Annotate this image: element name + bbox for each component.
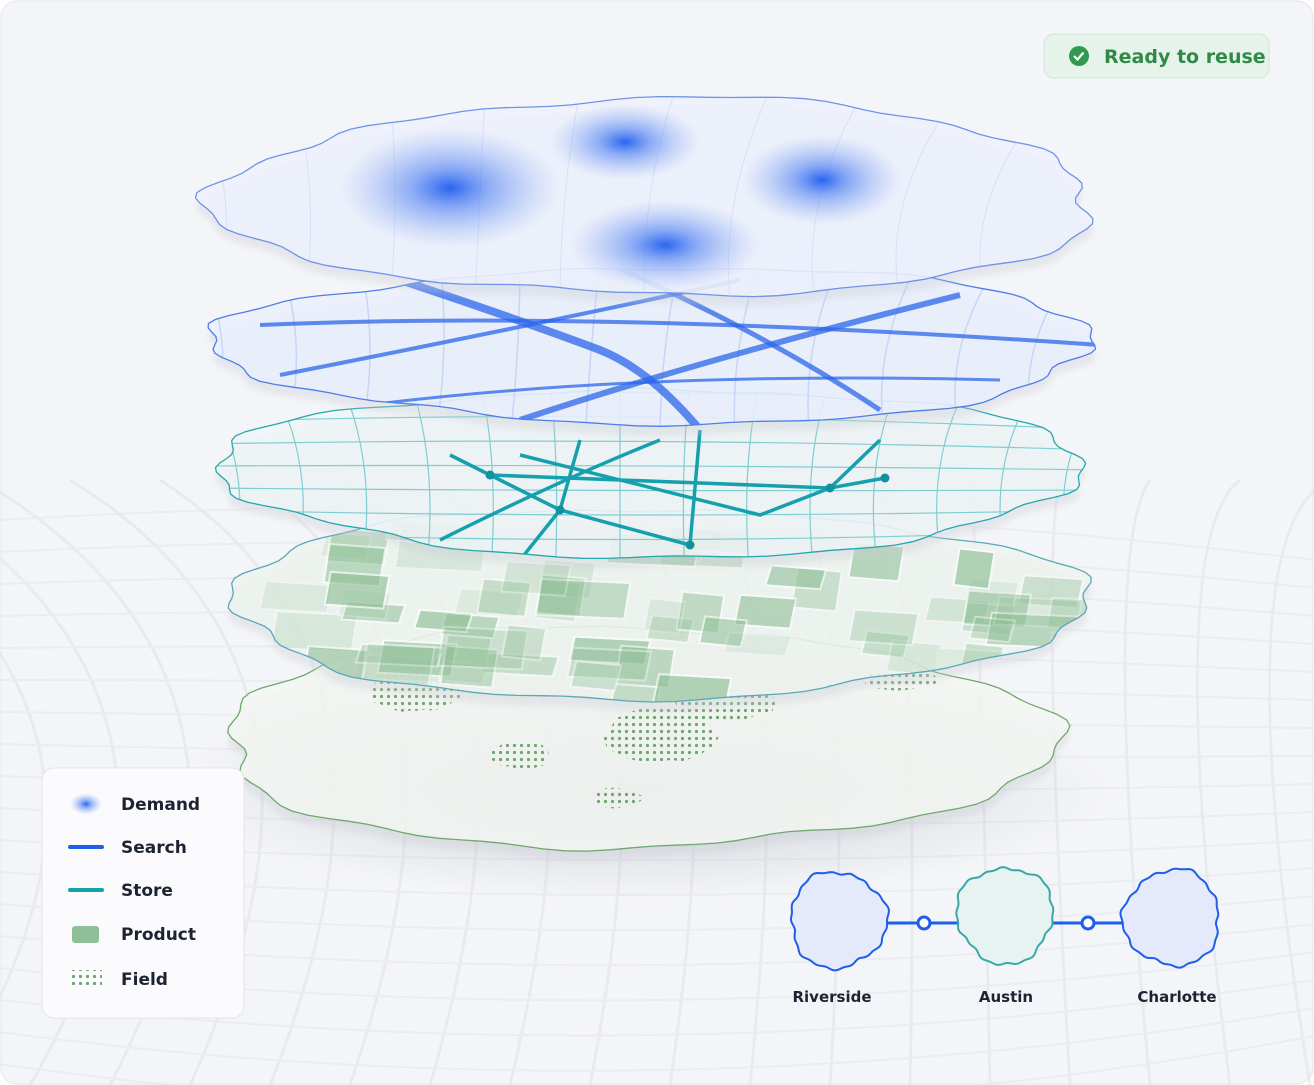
legend-box — [41, 767, 245, 1019]
search-route — [259, 318, 1096, 347]
store-node — [555, 505, 565, 515]
product-block — [354, 642, 445, 668]
demand-hotspot — [742, 135, 902, 225]
product-block — [847, 608, 920, 647]
badge-text: Ready to reuse — [1104, 46, 1266, 68]
city-chain: Riverside Austin Charlotte — [789, 866, 1220, 1006]
field-patch — [593, 787, 643, 809]
layer-content — [199, 96, 1056, 297]
product-block — [258, 580, 335, 614]
legend-swatch-field — [70, 970, 102, 988]
legend-label: Product — [121, 925, 196, 945]
product-block — [323, 570, 391, 610]
street — [1050, 479, 1072, 1085]
legend-label: Search — [121, 838, 187, 858]
store-route — [439, 438, 661, 542]
legend-label: Field — [121, 970, 168, 990]
layer-edge — [194, 95, 1094, 298]
layer-surface — [215, 388, 1086, 559]
badge-box — [1043, 33, 1270, 79]
demand-hotspot — [340, 128, 560, 248]
product-block — [436, 660, 490, 686]
field-patch — [603, 705, 719, 763]
store-node — [685, 540, 695, 550]
city-label: Austin — [979, 988, 1033, 1006]
street — [0, 1007, 1314, 1072]
legend-label: Store — [121, 881, 173, 901]
connector-node — [916, 915, 932, 931]
product-block — [480, 651, 561, 678]
product-block — [721, 631, 793, 658]
product-block — [534, 578, 582, 623]
store-node — [825, 483, 835, 493]
search-route — [398, 276, 704, 427]
store-node — [485, 470, 495, 480]
product-block — [968, 615, 1017, 644]
store-street — [215, 509, 1086, 516]
demand-hotspot — [570, 200, 760, 290]
city-label: Riverside — [792, 988, 871, 1006]
store-node — [880, 473, 890, 483]
street — [0, 979, 1314, 1037]
legend-label: Demand — [121, 795, 200, 815]
layer-search — [207, 267, 1097, 437]
store-route — [519, 453, 831, 517]
search-route — [519, 292, 961, 423]
legend: Demand Search Store Product Field — [41, 767, 245, 1019]
status-badge: Ready to reuse — [1043, 33, 1270, 79]
search-route — [329, 376, 1001, 412]
store-route — [449, 453, 691, 547]
product-block — [859, 629, 911, 659]
product-block — [565, 646, 653, 682]
layer-surface — [208, 268, 1096, 427]
city-label: Charlotte — [1137, 988, 1216, 1006]
product-block — [697, 615, 749, 649]
demand-hotspot — [550, 104, 700, 180]
street — [0, 650, 48, 1000]
product-block — [569, 660, 623, 692]
product-block — [476, 577, 533, 618]
product-block — [453, 587, 525, 619]
store-street — [215, 464, 1086, 471]
field-patch — [487, 740, 550, 770]
badge-icon — [1069, 46, 1089, 66]
product-block — [500, 623, 548, 662]
product-block — [412, 608, 474, 634]
product-block — [436, 625, 529, 671]
product-block — [952, 547, 996, 591]
product-block — [376, 639, 459, 678]
legend-swatch-product — [72, 926, 99, 943]
product-block — [764, 564, 828, 591]
product-block — [534, 577, 632, 620]
product-block — [642, 596, 687, 635]
city-shape — [789, 871, 890, 972]
layer-demand — [194, 95, 1094, 307]
street — [0, 1035, 1314, 1085]
store-route — [828, 438, 882, 490]
street — [1268, 488, 1314, 1085]
legend-swatch-demand — [70, 793, 102, 815]
product-block — [733, 593, 798, 630]
product-block — [645, 614, 695, 644]
city-shape — [1119, 867, 1220, 969]
check — [1073, 51, 1085, 62]
product-block — [534, 573, 588, 618]
store-street — [215, 487, 1086, 492]
layers — [194, 95, 1097, 862]
store-street — [215, 440, 1086, 451]
store-route — [688, 429, 702, 546]
connector-node — [1080, 915, 1096, 931]
product-block — [439, 644, 500, 689]
city-shape — [955, 866, 1055, 966]
